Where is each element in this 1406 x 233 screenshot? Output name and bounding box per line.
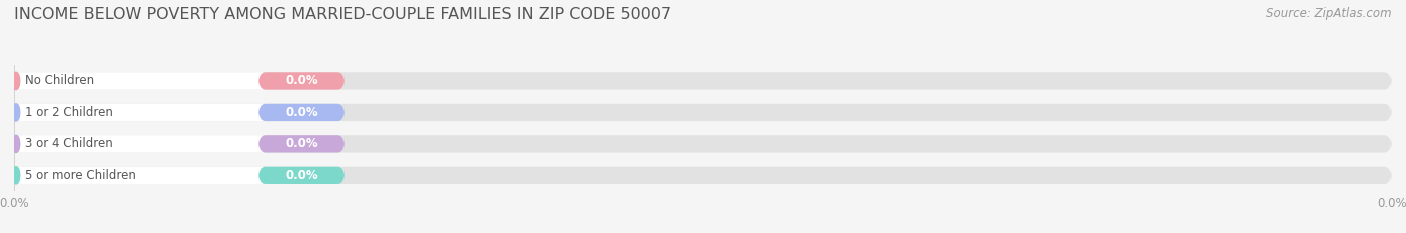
FancyBboxPatch shape — [259, 72, 344, 90]
Text: 0.0%: 0.0% — [285, 75, 318, 87]
Circle shape — [13, 135, 20, 153]
FancyBboxPatch shape — [14, 72, 270, 90]
Text: 3 or 4 Children: 3 or 4 Children — [25, 137, 112, 150]
FancyBboxPatch shape — [259, 135, 344, 153]
Text: 1 or 2 Children: 1 or 2 Children — [25, 106, 112, 119]
Circle shape — [13, 104, 20, 121]
Circle shape — [13, 72, 20, 90]
Circle shape — [13, 167, 20, 184]
Text: 0.0%: 0.0% — [285, 106, 318, 119]
FancyBboxPatch shape — [259, 167, 344, 184]
FancyBboxPatch shape — [14, 72, 1392, 90]
FancyBboxPatch shape — [14, 104, 1392, 121]
Text: 5 or more Children: 5 or more Children — [25, 169, 135, 182]
FancyBboxPatch shape — [14, 135, 270, 153]
Text: 0.0%: 0.0% — [285, 169, 318, 182]
Text: Source: ZipAtlas.com: Source: ZipAtlas.com — [1267, 7, 1392, 20]
FancyBboxPatch shape — [14, 135, 1392, 153]
FancyBboxPatch shape — [14, 167, 270, 184]
FancyBboxPatch shape — [14, 167, 1392, 184]
FancyBboxPatch shape — [259, 104, 344, 121]
Text: No Children: No Children — [25, 75, 94, 87]
FancyBboxPatch shape — [14, 104, 270, 121]
Text: 0.0%: 0.0% — [285, 137, 318, 150]
Text: INCOME BELOW POVERTY AMONG MARRIED-COUPLE FAMILIES IN ZIP CODE 50007: INCOME BELOW POVERTY AMONG MARRIED-COUPL… — [14, 7, 671, 22]
